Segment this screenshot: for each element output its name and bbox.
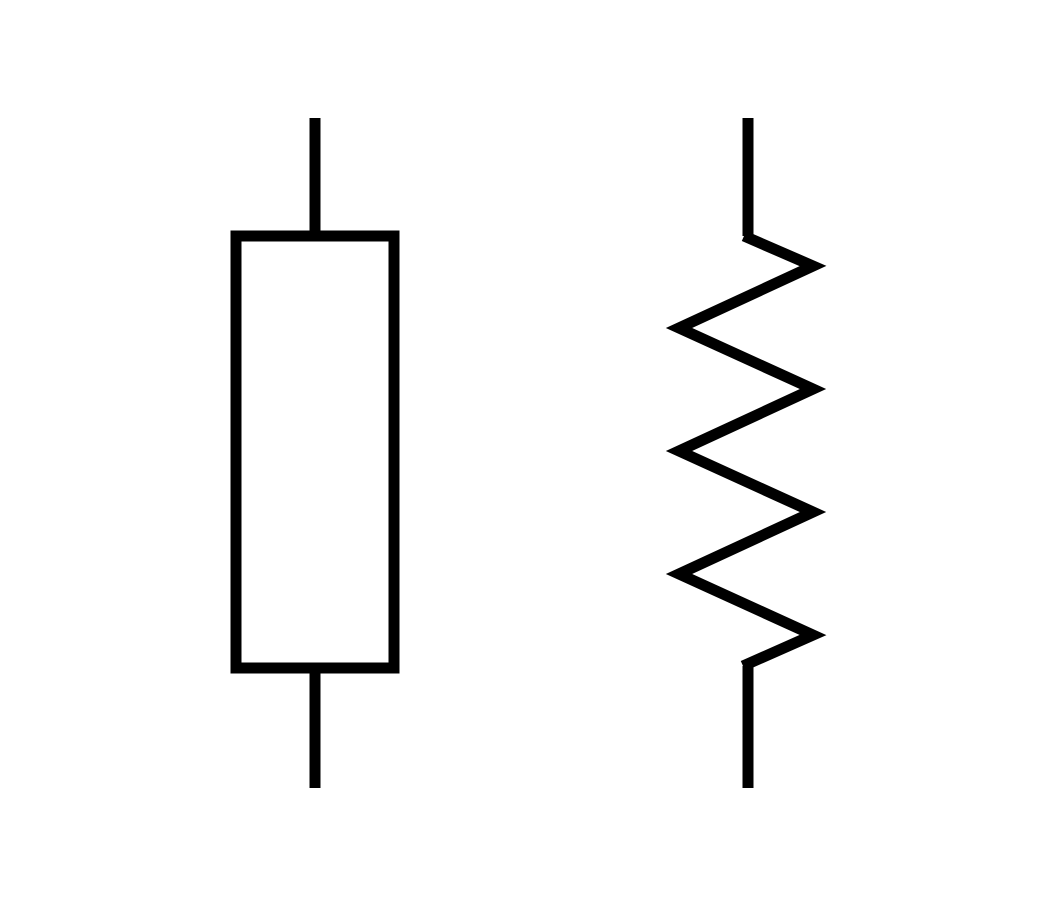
resistor-iec-symbol: [230, 118, 400, 788]
ansi-zigzag: [665, 230, 827, 672]
resistor-ansi-symbol: [665, 118, 827, 788]
